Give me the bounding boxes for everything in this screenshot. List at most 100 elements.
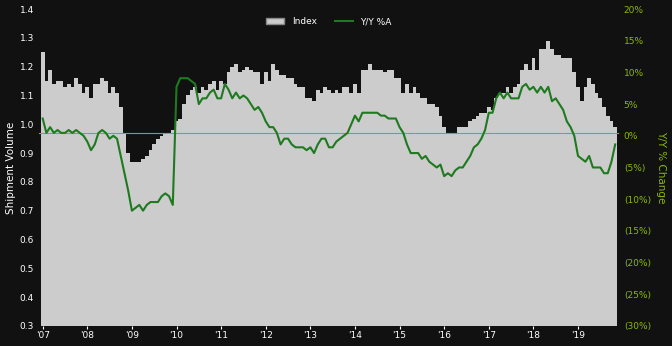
Bar: [338, 93, 342, 326]
Bar: [413, 87, 416, 326]
Bar: [439, 116, 442, 326]
Bar: [528, 70, 532, 326]
Bar: [498, 93, 502, 326]
Bar: [583, 87, 587, 326]
Bar: [141, 159, 145, 326]
Bar: [89, 98, 93, 326]
Bar: [197, 93, 201, 326]
Bar: [126, 153, 130, 326]
Bar: [257, 72, 260, 326]
Bar: [349, 93, 353, 326]
Bar: [119, 107, 122, 326]
Bar: [52, 84, 56, 326]
Bar: [416, 93, 420, 326]
Bar: [539, 49, 543, 326]
Bar: [379, 70, 383, 326]
Bar: [115, 93, 119, 326]
Bar: [546, 41, 550, 326]
Bar: [450, 133, 454, 326]
Bar: [513, 87, 517, 326]
Y-axis label: Shipment Volume: Shipment Volume: [5, 121, 15, 213]
Bar: [67, 84, 71, 326]
Bar: [56, 81, 59, 326]
Bar: [457, 127, 461, 326]
Bar: [554, 55, 558, 326]
Bar: [249, 70, 253, 326]
Bar: [301, 87, 305, 326]
Bar: [175, 121, 178, 326]
Bar: [167, 133, 171, 326]
Bar: [308, 98, 312, 326]
Bar: [190, 90, 194, 326]
Bar: [580, 101, 583, 326]
Bar: [565, 58, 569, 326]
Bar: [260, 84, 264, 326]
Bar: [435, 107, 439, 326]
Bar: [85, 87, 89, 326]
Bar: [424, 98, 427, 326]
Bar: [208, 84, 212, 326]
Bar: [104, 81, 108, 326]
Bar: [461, 127, 464, 326]
Bar: [606, 116, 610, 326]
Bar: [595, 93, 599, 326]
Bar: [353, 84, 357, 326]
Bar: [223, 84, 226, 326]
Bar: [480, 113, 483, 326]
Bar: [75, 78, 78, 326]
Bar: [267, 81, 271, 326]
Bar: [361, 70, 364, 326]
Bar: [454, 133, 457, 326]
Bar: [576, 87, 580, 326]
Bar: [93, 84, 97, 326]
Bar: [194, 87, 197, 326]
Bar: [78, 84, 82, 326]
Bar: [264, 72, 267, 326]
Bar: [241, 70, 245, 326]
Bar: [569, 58, 573, 326]
Bar: [212, 81, 216, 326]
Bar: [234, 64, 238, 326]
Bar: [156, 139, 160, 326]
Bar: [108, 93, 112, 326]
Bar: [464, 127, 468, 326]
Bar: [320, 93, 323, 326]
Bar: [524, 64, 528, 326]
Bar: [409, 93, 413, 326]
Bar: [290, 78, 294, 326]
Bar: [427, 104, 431, 326]
Bar: [472, 119, 476, 326]
Bar: [558, 55, 561, 326]
Bar: [591, 84, 595, 326]
Bar: [342, 87, 345, 326]
Bar: [201, 87, 204, 326]
Bar: [238, 72, 241, 326]
Bar: [368, 64, 372, 326]
Bar: [100, 78, 104, 326]
Bar: [219, 81, 223, 326]
Bar: [509, 93, 513, 326]
Bar: [420, 98, 424, 326]
Bar: [390, 70, 394, 326]
Bar: [573, 72, 576, 326]
Bar: [431, 104, 435, 326]
Bar: [599, 98, 602, 326]
Bar: [335, 90, 338, 326]
Bar: [138, 162, 141, 326]
Bar: [376, 70, 379, 326]
Bar: [536, 70, 539, 326]
Bar: [614, 127, 617, 326]
Bar: [160, 136, 163, 326]
Bar: [364, 70, 368, 326]
Bar: [331, 93, 335, 326]
Bar: [487, 107, 491, 326]
Bar: [561, 58, 565, 326]
Bar: [398, 78, 401, 326]
Bar: [216, 90, 219, 326]
Bar: [112, 87, 115, 326]
Bar: [446, 133, 450, 326]
Bar: [122, 133, 126, 326]
Bar: [134, 162, 138, 326]
Bar: [71, 87, 75, 326]
Bar: [230, 67, 234, 326]
